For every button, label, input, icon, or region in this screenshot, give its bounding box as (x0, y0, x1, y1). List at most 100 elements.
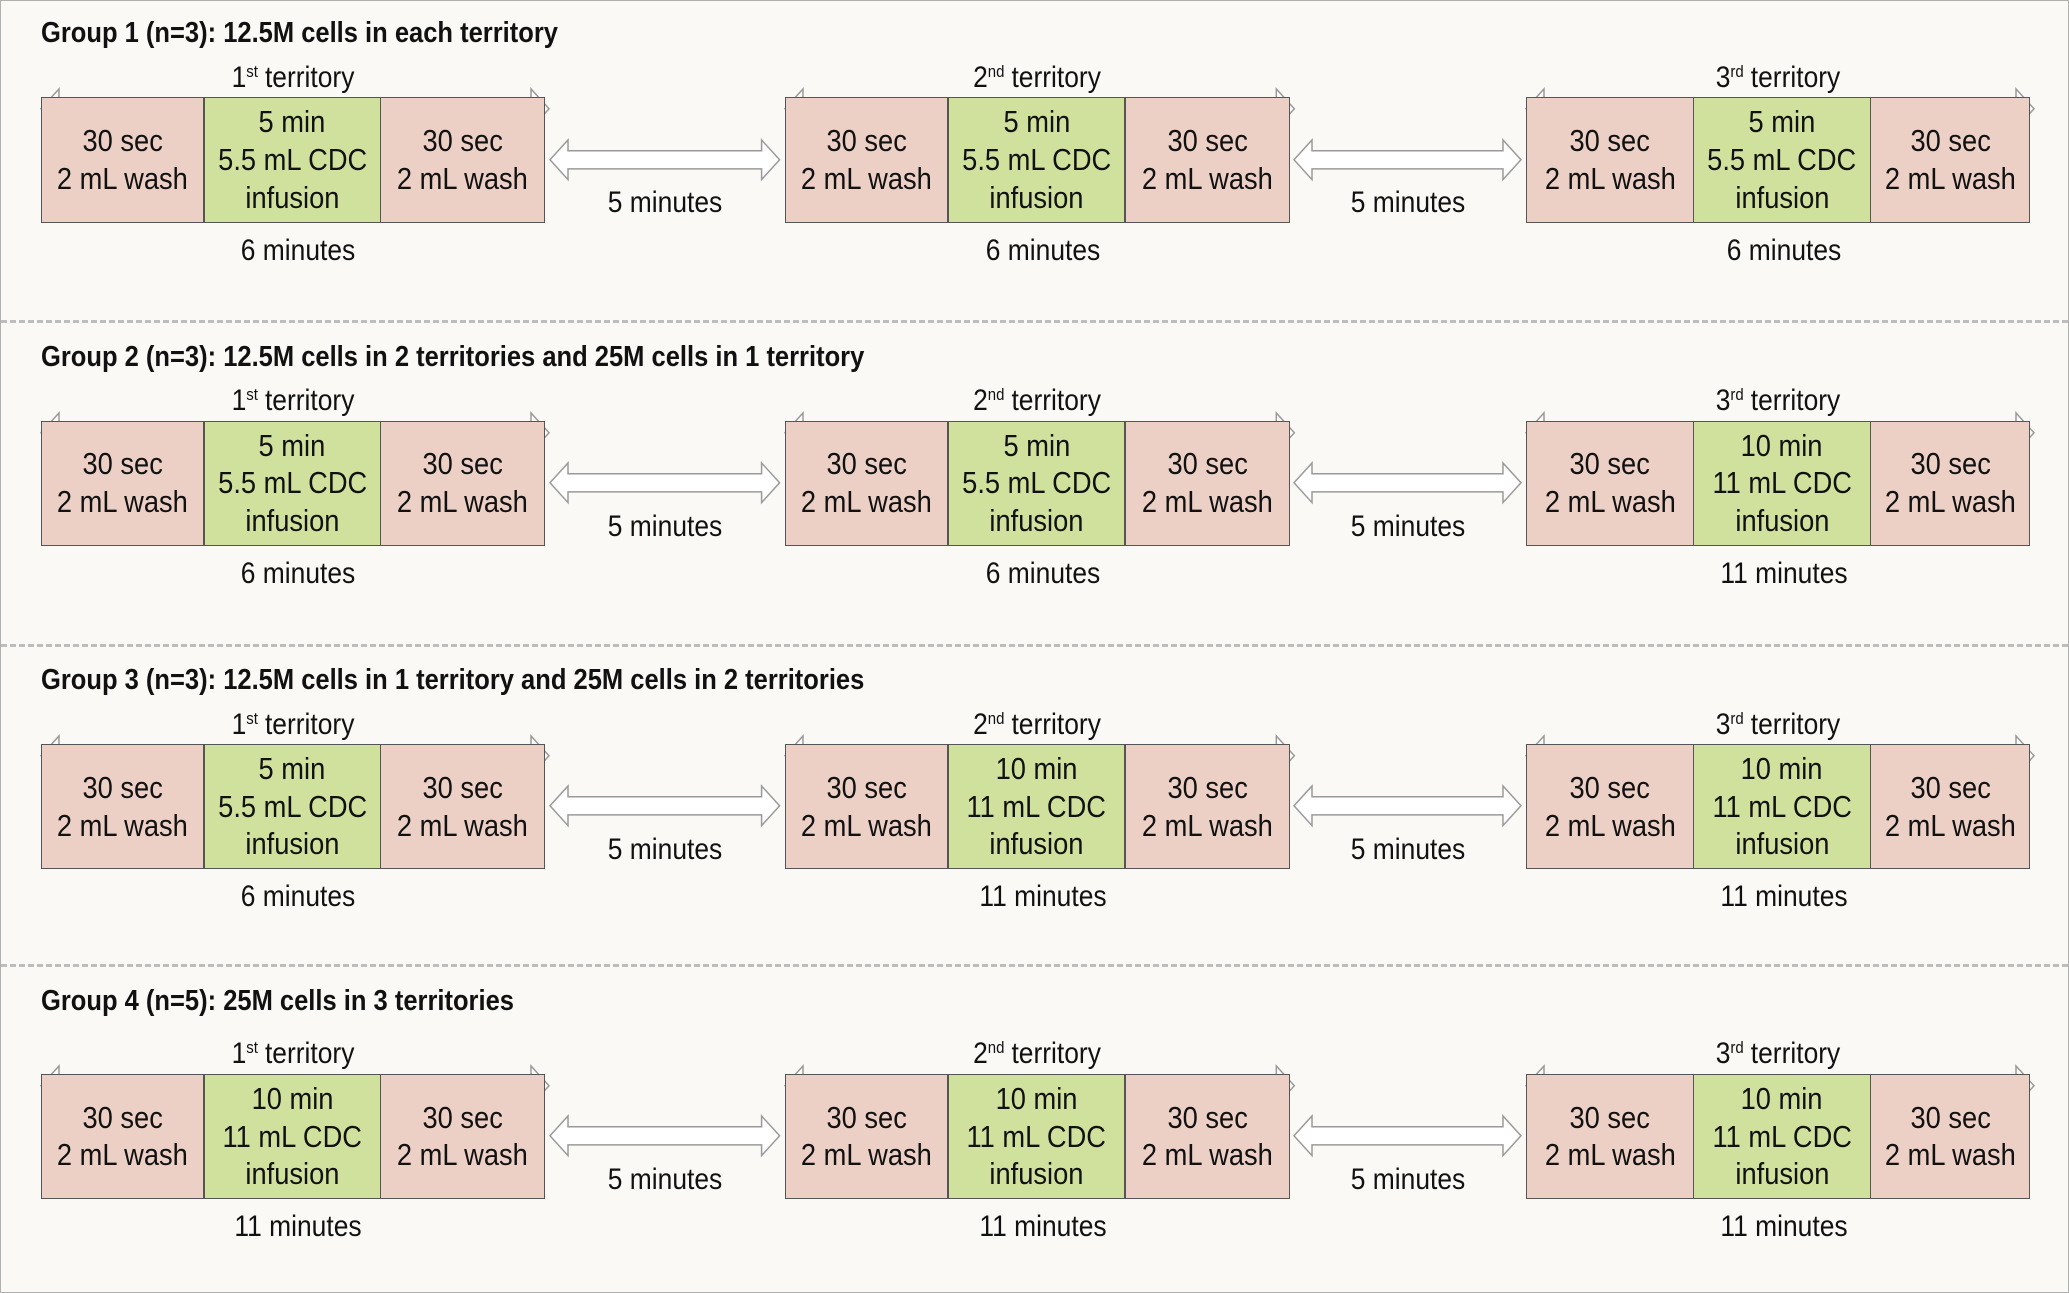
interval-arrow-icon (548, 784, 781, 828)
wash-step-before-wash-vol: 2 mL wash (801, 484, 933, 520)
territory-ordinal: 2 (973, 384, 989, 418)
interval-arrow-icon (548, 460, 781, 505)
infusion-step-inf-time: 10 min (1741, 750, 1823, 786)
group-title: Group 1 (n=3): 12.5M cells in each terri… (40, 17, 558, 50)
territory-ordinal: 3 (1716, 61, 1731, 95)
territory-label-text: territory (264, 61, 355, 95)
wash-step-before: 30 sec 2 mL wash (1526, 97, 1694, 223)
wash-step-before-wash-vol: 2 mL wash (801, 160, 933, 196)
wash-step-after: 30 sec 2 mL wash (380, 1073, 545, 1200)
wash-step-before-wash-vol: 2 mL wash (1544, 807, 1676, 843)
infusion-step-inf-time: 10 min (1741, 1080, 1823, 1116)
territory-label: 3rd territory (1716, 1039, 1841, 1069)
infusion-step-inf-time: 10 min (251, 1080, 334, 1116)
wash-step-after: 30 sec 2 mL wash (380, 97, 545, 223)
territory-ordinal: 3 (1716, 384, 1731, 418)
infusion-step-inf-label: infusion (245, 503, 340, 539)
wash-step-before-wash-vol: 2 mL wash (56, 484, 188, 520)
infusion-step-inf-vol: 11 mL CDC (222, 1118, 362, 1154)
wash-step-before: 30 sec 2 mL wash (784, 1073, 949, 1200)
wash-step-after-wash-vol: 2 mL wash (1884, 1137, 2016, 1173)
territory-total-duration: 6 minutes (985, 233, 1100, 267)
wash-step-after-wash-time: 30 sec (1910, 769, 1991, 805)
territory-total-duration: 6 minutes (240, 233, 356, 267)
wash-step-after-wash-time: 30 sec (1910, 446, 1991, 482)
wash-step-before-wash-time: 30 sec (1569, 1099, 1651, 1135)
wash-step-after: 30 sec 2 mL wash (1124, 97, 1291, 223)
infusion-step-inf-label: infusion (989, 826, 1084, 862)
territory-label: 2nd territory (974, 1039, 1102, 1069)
interval-duration: 5 minutes (1350, 509, 1465, 543)
infusion-step-inf-label: infusion (1734, 503, 1829, 539)
territory-total-duration: 6 minutes (1726, 233, 1841, 267)
wash-step-after-wash-vol: 2 mL wash (1884, 807, 2016, 843)
wash-step-after-wash-time: 30 sec (422, 446, 503, 482)
wash-step-before-wash-time: 30 sec (1569, 446, 1651, 482)
wash-step-before: 30 sec 2 mL wash (784, 97, 949, 223)
territory-label-text: territory (264, 707, 355, 741)
wash-step-before-wash-vol: 2 mL wash (1544, 160, 1676, 196)
territory-label-text: territory (1751, 61, 1841, 95)
wash-step-before-wash-time: 30 sec (82, 123, 163, 159)
wash-step-after-wash-time: 30 sec (1167, 769, 1248, 805)
territory-ordinal-suffix: nd (988, 708, 1005, 728)
infusion-step-inf-label: infusion (245, 179, 340, 215)
wash-step-before-wash-time: 30 sec (826, 769, 907, 805)
infusion-step-inf-vol: 11 mL CDC (1712, 1118, 1852, 1154)
wash-step-before-wash-vol: 2 mL wash (56, 807, 188, 843)
group-title: Group 4 (n=5): 25M cells in 3 territorie… (40, 984, 514, 1017)
infusion-step-inf-label: infusion (1734, 179, 1829, 215)
wash-step-after-wash-vol: 2 mL wash (1884, 160, 2016, 196)
wash-step-after-wash-vol: 2 mL wash (1141, 160, 1273, 196)
infusion-step: 5 min 5.5 mL CDC infusion (1693, 97, 1871, 223)
wash-step-after-wash-vol: 2 mL wash (397, 807, 528, 843)
wash-step-after-wash-time: 30 sec (1167, 1099, 1248, 1135)
wash-step-before: 30 sec 2 mL wash (40, 97, 205, 223)
group-title: Group 2 (n=3): 12.5M cells in 2 territor… (40, 340, 864, 373)
territory-ordinal-suffix: st (245, 1038, 258, 1058)
territory-label-text: territory (1011, 707, 1102, 741)
wash-step-before-wash-vol: 2 mL wash (56, 1137, 188, 1173)
territory-label-text: territory (1011, 1037, 1102, 1071)
territory-label: 3rd territory (1716, 707, 1841, 741)
wash-step-after: 30 sec 2 mL wash (380, 420, 545, 546)
infusion-step: 5 min 5.5 mL CDC infusion (203, 420, 381, 546)
infusion-step: 10 min 11 mL CDC infusion (203, 1073, 381, 1200)
wash-step-after-wash-vol: 2 mL wash (397, 160, 528, 196)
territory-ordinal: 1 (231, 1037, 246, 1071)
territory-ordinal-suffix: rd (1730, 708, 1745, 728)
infusion-step-inf-label: infusion (245, 1156, 340, 1192)
wash-step-after: 30 sec 2 mL wash (380, 743, 545, 870)
infusion-step-inf-vol: 5.5 mL CDC (961, 465, 1112, 501)
wash-step-before-wash-time: 30 sec (1569, 123, 1651, 159)
wash-step-before-wash-time: 30 sec (826, 1099, 907, 1135)
territory-ordinal: 2 (973, 1037, 989, 1071)
wash-step-after-wash-vol: 2 mL wash (397, 484, 528, 520)
infusion-step-inf-label: infusion (245, 826, 340, 862)
territory-total-duration: 11 minutes (1720, 557, 1848, 591)
wash-step-after-wash-vol: 2 mL wash (1141, 807, 1273, 843)
infusion-step: 10 min 11 mL CDC infusion (1693, 743, 1871, 870)
territory-total-duration: 6 minutes (240, 880, 356, 914)
interval-arrow-icon (548, 1114, 781, 1158)
infusion-step-inf-label: infusion (989, 179, 1084, 215)
wash-step-before: 30 sec 2 mL wash (784, 420, 949, 546)
wash-step-after: 30 sec 2 mL wash (1124, 420, 1291, 546)
wash-step-before-wash-time: 30 sec (82, 769, 163, 805)
wash-step-before: 30 sec 2 mL wash (784, 743, 949, 870)
territory-ordinal: 1 (231, 707, 246, 741)
wash-step-before-wash-vol: 2 mL wash (1544, 1137, 1676, 1173)
territory-ordinal: 2 (973, 61, 989, 95)
interval-duration: 5 minutes (607, 186, 722, 220)
wash-step-before: 30 sec 2 mL wash (1526, 743, 1694, 870)
territory-total-duration: 11 minutes (979, 880, 1107, 914)
territory-ordinal-suffix: st (245, 385, 258, 405)
territory-label-text: territory (264, 384, 355, 418)
group-title: Group 3 (n=3): 12.5M cells in 1 territor… (40, 664, 864, 697)
territory-ordinal: 3 (1716, 707, 1731, 741)
interval-arrow-icon (1293, 1114, 1523, 1158)
infusion-step-inf-vol: 11 mL CDC (966, 1118, 1107, 1154)
interval-duration: 5 minutes (607, 832, 722, 866)
infusion-step-inf-time: 5 min (258, 427, 326, 463)
group-divider (1, 643, 2068, 647)
